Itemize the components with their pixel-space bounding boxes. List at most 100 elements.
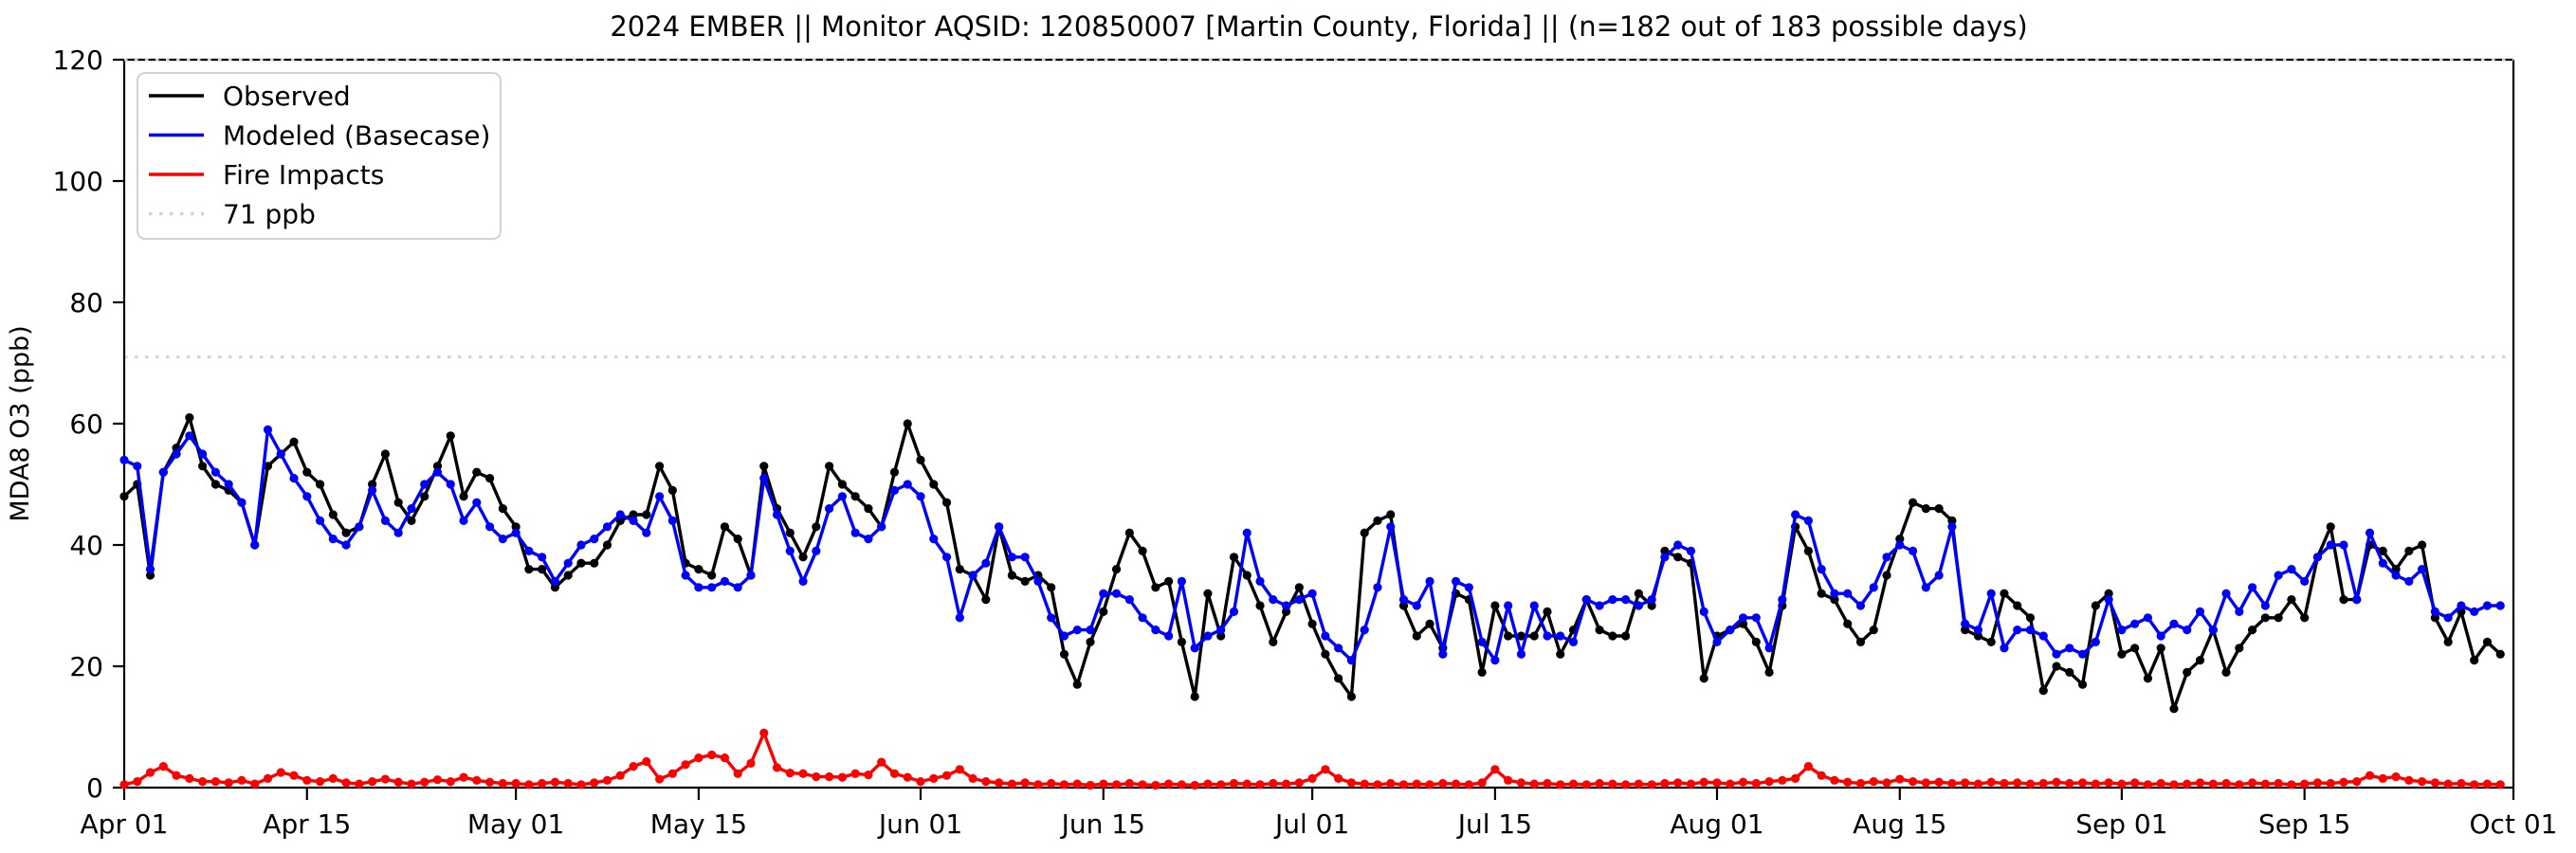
- modeled-basecase-marker: [1047, 613, 1056, 623]
- observed-marker: [1947, 516, 1957, 526]
- observed-marker: [2430, 613, 2439, 623]
- modeled-basecase-marker: [1973, 626, 1983, 635]
- observed-marker: [315, 480, 325, 489]
- observed-marker: [1895, 535, 1905, 544]
- modeled-basecase-marker: [538, 553, 547, 562]
- observed-marker: [1386, 510, 1396, 519]
- modeled-basecase-marker: [1712, 637, 1722, 647]
- fire-impacts-marker: [1111, 780, 1122, 789]
- observed-marker: [2482, 637, 2493, 647]
- observed-marker: [2169, 704, 2179, 714]
- fire-impacts-marker: [889, 769, 900, 778]
- fire-impacts-marker: [1686, 779, 1696, 789]
- fire-impacts-marker: [825, 771, 834, 782]
- modeled-basecase-marker: [877, 522, 886, 532]
- fire-impacts-marker: [1334, 773, 1343, 784]
- observed-marker: [420, 492, 429, 501]
- modeled-basecase-marker: [1843, 589, 1853, 598]
- modeled-basecase-marker: [368, 485, 377, 496]
- modeled-basecase-marker: [2326, 540, 2335, 550]
- modeled-basecase-marker: [2274, 571, 2283, 580]
- modeled-basecase-marker: [1608, 595, 1617, 605]
- observed-marker: [1190, 692, 1199, 701]
- observed-marker: [289, 437, 299, 446]
- modeled-basecase-marker: [2038, 631, 2048, 641]
- observed-marker: [1516, 631, 1526, 641]
- fire-impacts-marker: [1882, 778, 1891, 788]
- modeled-basecase-marker: [145, 565, 155, 574]
- modeled-basecase-marker: [1934, 571, 1944, 580]
- observed-marker: [1908, 498, 1918, 507]
- observed-marker: [798, 553, 808, 562]
- fire-impacts-marker: [929, 773, 939, 784]
- observed-marker: [524, 565, 534, 574]
- observed-marker: [1059, 649, 1069, 659]
- fire-impacts-marker: [446, 777, 455, 787]
- fire-impacts-marker: [1855, 778, 1866, 789]
- modeled-basecase-marker: [380, 516, 391, 526]
- modeled-basecase-marker: [185, 431, 194, 441]
- legend-label: Fire Impacts: [223, 159, 384, 191]
- fire-impacts-marker: [393, 777, 403, 787]
- modeled-basecase-marker: [2183, 626, 2192, 635]
- fire-impacts-marker: [1621, 780, 1631, 789]
- modeled-basecase-marker: [1464, 583, 1473, 592]
- modeled-basecase-marker: [1895, 540, 1905, 550]
- fire-impacts-marker: [2443, 779, 2453, 789]
- fire-impacts-marker: [1451, 779, 1461, 789]
- modeled-basecase-marker: [1438, 649, 1448, 659]
- observed-marker: [654, 462, 665, 471]
- modeled-basecase-marker: [707, 583, 717, 592]
- modeled-basecase-marker: [1294, 595, 1304, 605]
- fire-impacts-marker: [368, 777, 377, 787]
- modeled-basecase-marker: [1726, 626, 1735, 635]
- fire-impacts-marker: [2391, 771, 2401, 782]
- modeled-basecase-marker: [2378, 558, 2387, 568]
- observed-marker: [119, 492, 129, 501]
- observed-marker: [1307, 619, 1317, 628]
- fire-impacts-marker: [837, 772, 847, 782]
- modeled-basecase-marker: [1386, 522, 1396, 532]
- fire-impacts-marker: [276, 768, 285, 777]
- modeled-basecase-marker: [916, 492, 925, 501]
- fire-impacts-marker: [1386, 778, 1396, 789]
- observed-marker: [1398, 601, 1409, 610]
- observed-marker: [1294, 583, 1304, 592]
- observed-marker: [929, 480, 939, 489]
- fire-impacts-marker: [1764, 777, 1774, 787]
- modeled-basecase-marker: [1543, 631, 1552, 641]
- modeled-basecase-marker: [472, 498, 482, 507]
- fire-impacts-marker: [198, 777, 208, 787]
- modeled-basecase-marker: [2312, 553, 2323, 562]
- modeled-basecase-marker: [1398, 595, 1409, 605]
- fire-impacts-marker: [2235, 780, 2244, 789]
- fire-impacts-marker: [877, 757, 886, 767]
- modeled-basecase-marker: [629, 516, 638, 526]
- observed-marker: [2143, 674, 2153, 683]
- modeled-basecase-marker: [1203, 631, 1213, 641]
- modeled-basecase-marker: [524, 546, 534, 556]
- fire-impacts-marker: [2077, 778, 2088, 788]
- modeled-basecase-marker: [941, 553, 952, 562]
- fire-impacts-marker: [237, 775, 247, 785]
- modeled-basecase-marker: [1020, 553, 1030, 562]
- modeled-basecase-marker: [1764, 644, 1774, 653]
- observed-marker: [263, 462, 273, 471]
- fire-impacts-marker: [1568, 779, 1579, 789]
- observed-marker: [1334, 674, 1343, 683]
- observed-marker: [550, 583, 560, 592]
- observed-marker: [1151, 583, 1160, 592]
- modeled-basecase-marker: [420, 480, 429, 489]
- modeled-basecase-marker: [1059, 631, 1069, 641]
- fire-impacts-marker: [2312, 778, 2323, 788]
- modeled-basecase-marker: [276, 449, 285, 459]
- observed-marker: [1124, 528, 1134, 537]
- modeled-basecase-marker: [1242, 528, 1251, 537]
- fire-impacts-marker: [681, 760, 690, 770]
- modeled-basecase-marker: [1451, 576, 1461, 587]
- modeled-basecase-marker: [2300, 576, 2310, 587]
- modeled-basecase-marker: [1556, 631, 1565, 641]
- fire-impacts-marker: [2404, 775, 2414, 785]
- modeled-basecase-marker: [2169, 619, 2179, 628]
- observed-marker: [1373, 516, 1382, 526]
